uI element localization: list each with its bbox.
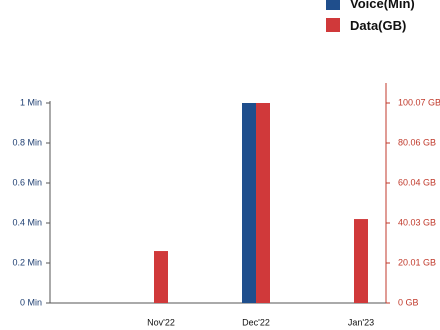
right-tick-label: 100.07 GB	[398, 97, 440, 107]
bar-data[interactable]	[154, 251, 168, 303]
left-tick-label: 0.4 Min	[12, 217, 42, 227]
legend: Voice(Min) Data(GB)	[326, 0, 415, 36]
right-tick-label: 0 GB	[398, 297, 419, 307]
left-tick-label: 1 Min	[20, 97, 42, 107]
legend-swatch-voice	[326, 0, 340, 10]
x-tick-label: Dec'22	[242, 317, 270, 327]
legend-item-voice[interactable]: Voice(Min)	[326, 0, 415, 14]
x-tick-label: Nov'22	[147, 317, 175, 327]
legend-label-voice: Voice(Min)	[350, 0, 415, 11]
right-tick-label: 20.01 GB	[398, 257, 436, 267]
legend-swatch-data	[326, 18, 340, 32]
right-tick-label: 80.06 GB	[398, 137, 436, 147]
legend-label-data: Data(GB)	[350, 17, 407, 33]
x-tick-label: Jan'23	[348, 317, 374, 327]
bar-data[interactable]	[354, 219, 368, 303]
right-tick-label: 60.04 GB	[398, 177, 436, 187]
left-tick-label: 0 Min	[20, 297, 42, 307]
right-tick-label: 40.03 GB	[398, 217, 436, 227]
left-tick-label: 0.6 Min	[12, 177, 42, 187]
legend-item-data[interactable]: Data(GB)	[326, 14, 415, 36]
left-tick-label: 0.2 Min	[12, 257, 42, 267]
bar-data[interactable]	[256, 103, 270, 303]
left-tick-label: 0.8 Min	[12, 137, 42, 147]
bar-voice[interactable]	[242, 103, 256, 303]
